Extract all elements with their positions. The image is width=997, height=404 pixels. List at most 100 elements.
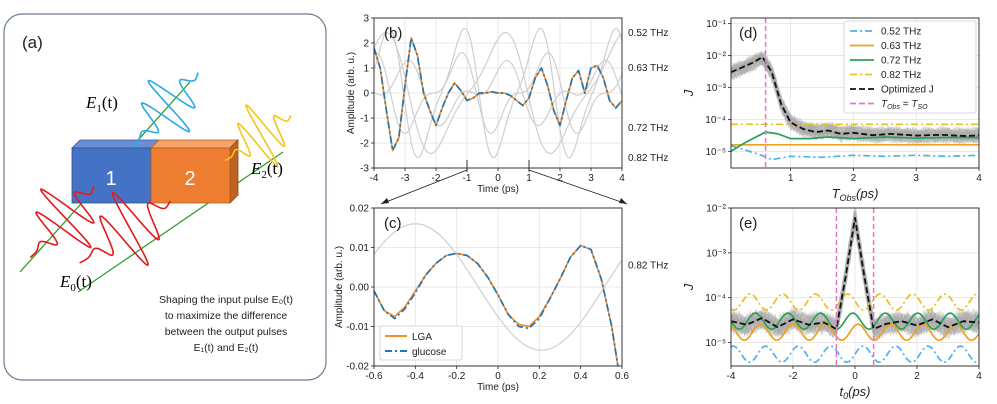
block-2-label: 2 bbox=[184, 168, 195, 190]
series-optimized-j bbox=[731, 217, 979, 330]
propagation-line-2 bbox=[77, 151, 284, 293]
y-tick-label: 10⁻¹ bbox=[706, 19, 726, 30]
caption-line-1: Shaping the input pulse E₀(t) bbox=[159, 294, 293, 306]
y-tick-label: 10⁻³ bbox=[706, 83, 726, 94]
y-tick-label: 10⁻⁵ bbox=[705, 147, 726, 158]
x-tick-label: -0.4 bbox=[407, 371, 425, 382]
reference-curve-0.72thz bbox=[374, 52, 622, 134]
series-layer bbox=[374, 27, 622, 159]
block-1-label: 1 bbox=[105, 168, 116, 190]
series-layer bbox=[731, 50, 979, 161]
panel-label: (c) bbox=[384, 215, 402, 232]
x-tick-label: -2 bbox=[789, 371, 798, 382]
y-tick-label: 10⁻² bbox=[706, 51, 726, 62]
legend-label: 0.72 THz bbox=[881, 56, 921, 67]
ensemble-trace bbox=[731, 51, 979, 146]
panel-a-caption: Shaping the input pulse E₀(t) to maximiz… bbox=[159, 294, 293, 354]
panel-e-chart: -4 -2 0 2 4 10⁻⁵ 10⁻⁴ 10⁻³ 10⁻² t0(ps) J (e) bbox=[681, 204, 982, 402]
x-tick-label: 0 bbox=[495, 173, 501, 184]
y-tick-label: -3 bbox=[360, 164, 369, 175]
y-tick-label: 10⁻³ bbox=[706, 248, 726, 259]
x-tick-label: 2 bbox=[557, 173, 563, 184]
y-axis-label: Amplitude (arb. u.) bbox=[346, 52, 357, 134]
zoom-line-left bbox=[380, 169, 468, 205]
ensemble-trace bbox=[731, 215, 979, 338]
x-tick-label: 0.2 bbox=[532, 371, 546, 382]
legend-label: Optimized J bbox=[881, 85, 934, 96]
x-axis-label: t0(ps) bbox=[839, 384, 870, 401]
y-tick-label: -2 bbox=[360, 139, 369, 150]
y-tick-label: 0 bbox=[363, 89, 369, 100]
series-optimized-j bbox=[731, 56, 979, 137]
zoom-connectors bbox=[380, 160, 628, 205]
ensemble-trace bbox=[731, 50, 979, 145]
reference-curve-0.52thz bbox=[374, 31, 622, 155]
x-tick-label: 0 bbox=[852, 371, 858, 382]
legend-label: 0.63 THz bbox=[881, 41, 921, 52]
y-tick-label: 10⁻⁴ bbox=[705, 115, 726, 126]
x-tick-label: -1 bbox=[463, 173, 472, 184]
e1-label: E1(t) bbox=[85, 93, 118, 115]
x-tick-label: 3 bbox=[588, 173, 594, 184]
ensemble-trace bbox=[731, 54, 979, 146]
x-tick-label: 3 bbox=[913, 173, 919, 184]
panel-a: (a) 1 2 E1(t) E2(t) E0(t) Shaping the in… bbox=[3, 13, 327, 381]
series-0-72-thz bbox=[731, 312, 979, 331]
x-tick-label: -3 bbox=[401, 173, 410, 184]
x-tick-label: 4 bbox=[976, 173, 982, 184]
legend-label: glucose bbox=[412, 347, 447, 358]
frequency-label: 0.63 THz bbox=[628, 63, 668, 74]
x-tick-label: 1 bbox=[788, 173, 794, 184]
frequency-label: 0.52 THz bbox=[628, 28, 668, 39]
series-layer bbox=[374, 223, 622, 366]
ensemble-trace bbox=[731, 208, 979, 337]
series-0-72-thz bbox=[731, 131, 979, 153]
y-axis-label: Amplitude (arb. u.) bbox=[334, 246, 345, 328]
y-tick-label: -0.02 bbox=[346, 362, 369, 373]
e1-pulse-blue bbox=[131, 72, 199, 148]
y-tick-label: 1 bbox=[363, 64, 369, 75]
frequency-label: 0.82 THz bbox=[628, 260, 668, 271]
y-tick-label: 10⁻⁴ bbox=[705, 293, 726, 304]
x-axis-label: Time (ps) bbox=[477, 382, 519, 393]
panel-d-chart: 1 2 3 4 10⁻⁵ 10⁻⁴ 10⁻³ 10⁻² 10⁻¹ TObs(ps) J (d) 0.52… bbox=[681, 17, 982, 203]
ensemble-trace bbox=[731, 218, 979, 342]
legend-label: 0.52 THz bbox=[881, 27, 921, 38]
sample-block-2: 2 bbox=[150, 139, 239, 204]
series-layer bbox=[731, 208, 979, 364]
y-axis-label: J bbox=[681, 89, 696, 97]
plot-frame bbox=[730, 17, 980, 169]
x-tick-label: -4 bbox=[727, 371, 736, 382]
x-tick-label: -0.2 bbox=[448, 371, 466, 382]
panel-label: (d) bbox=[739, 25, 757, 42]
x-tick-label: 1 bbox=[526, 173, 532, 184]
y-tick-label: 3 bbox=[363, 14, 369, 25]
zoom-line-right bbox=[528, 169, 628, 205]
e0-pulse-red-1 bbox=[29, 186, 95, 259]
caption-line-3: between the output pulses bbox=[165, 326, 288, 338]
frequency-label: 0.72 THz bbox=[628, 123, 668, 134]
series-0-52-thz bbox=[731, 345, 979, 364]
y-axis-label: J bbox=[681, 283, 696, 291]
x-tick-label: -4 bbox=[370, 173, 379, 184]
legend-label: LGA bbox=[412, 332, 432, 343]
x-tick-label: 2 bbox=[851, 173, 857, 184]
x-tick-label: -0.6 bbox=[365, 371, 383, 382]
ensemble-trace bbox=[731, 54, 979, 145]
x-tick-label: 2 bbox=[914, 371, 920, 382]
y-tick-label: 10⁻⁵ bbox=[705, 338, 726, 349]
panel-c-chart: -0.6 -0.4 -0.2 0 0.2 0.4 0.6 -0.02 -0.01 0.00 0.01… bbox=[334, 204, 668, 394]
legend-box bbox=[843, 20, 977, 114]
x-tick-label: 4 bbox=[976, 371, 982, 382]
x-tick-label: 0.4 bbox=[574, 371, 588, 382]
y-tick-label: 0.01 bbox=[350, 243, 370, 254]
legend-label: 0.82 THz bbox=[881, 70, 921, 81]
e2-pulse-yellow bbox=[224, 104, 292, 168]
series-glucose bbox=[374, 37, 622, 152]
ensemble-trace bbox=[731, 54, 979, 146]
panel-a-label: (a) bbox=[22, 33, 43, 52]
x-tick-label: 0 bbox=[495, 371, 501, 382]
series-0-63-thz bbox=[731, 323, 979, 342]
